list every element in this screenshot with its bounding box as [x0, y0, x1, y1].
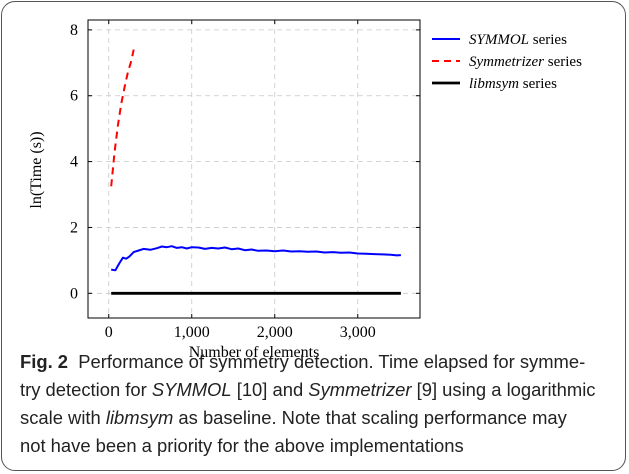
legend-series-suffix: series [529, 32, 567, 48]
legend-label-libmsym: libmsym series [469, 76, 557, 92]
grid-lines [88, 20, 420, 318]
y-tick-label: 4 [70, 154, 78, 171]
y-tick-label: 0 [70, 285, 78, 302]
legend-series-name: SYMMOL [469, 32, 529, 48]
caption-italic-symmol: SYMMOL [151, 379, 232, 400]
plot-area [87, 19, 421, 319]
y-tick-label: 6 [70, 88, 78, 105]
caption-line-2: try detection for SYMMOL [10] and Symmet… [20, 376, 612, 404]
caption-text-3a: scale with [20, 407, 106, 428]
caption-figure-label: Fig. 2 [20, 351, 69, 372]
caption-line-1: Fig. 2 Performance of symmetry detection… [20, 348, 612, 376]
x-axis-label: Number of elements [189, 344, 320, 361]
y-tick-label: 8 [70, 22, 78, 39]
y-tick-label: 2 [70, 219, 78, 236]
legend-label-symmetrizer: Symmetrizer series [469, 54, 582, 70]
axis-ticks: 0 1,000 2,000 3,000 0 2 4 6 8 [70, 20, 420, 341]
caption-line-4: not have been a priority for the above i… [20, 435, 464, 456]
caption-text-2e: [9] using a logarithmic [411, 379, 596, 400]
y-axis-label: ln(Time (s)) [28, 131, 45, 208]
series-line-symmetrizer [110, 49, 135, 187]
caption-italic-symmetrizer: Symmetrizer [308, 379, 412, 400]
figure-caption: Fig. 2 Performance of symmetry detection… [20, 348, 612, 460]
x-tick-label: 1,000 [174, 324, 210, 341]
legend-series-suffix: series [519, 76, 557, 92]
legend-label-symmol: SYMMOL series [469, 32, 567, 48]
caption-text-2c: [10] and [231, 379, 309, 400]
caption-text-1: Performance of symmetry detection. Time … [78, 351, 586, 372]
legend-series-suffix: series [544, 54, 582, 70]
caption-text-3c: as baseline. Note that scaling performan… [173, 407, 567, 428]
series-line-symmol [111, 245, 401, 272]
x-tick-label: 3,000 [340, 324, 376, 341]
legend-series-name: Symmetrizer [469, 54, 544, 70]
x-tick-label: 2,000 [257, 324, 293, 341]
x-tick-label: 0 [105, 324, 113, 341]
caption-italic-libmsym: libmsym [105, 407, 174, 428]
series-layer [110, 49, 401, 295]
caption-text-2a: try detection for [20, 379, 152, 400]
legend-series-name: libmsym [469, 76, 519, 92]
caption-line-3: scale with libmsym as baseline. Note tha… [20, 404, 612, 432]
